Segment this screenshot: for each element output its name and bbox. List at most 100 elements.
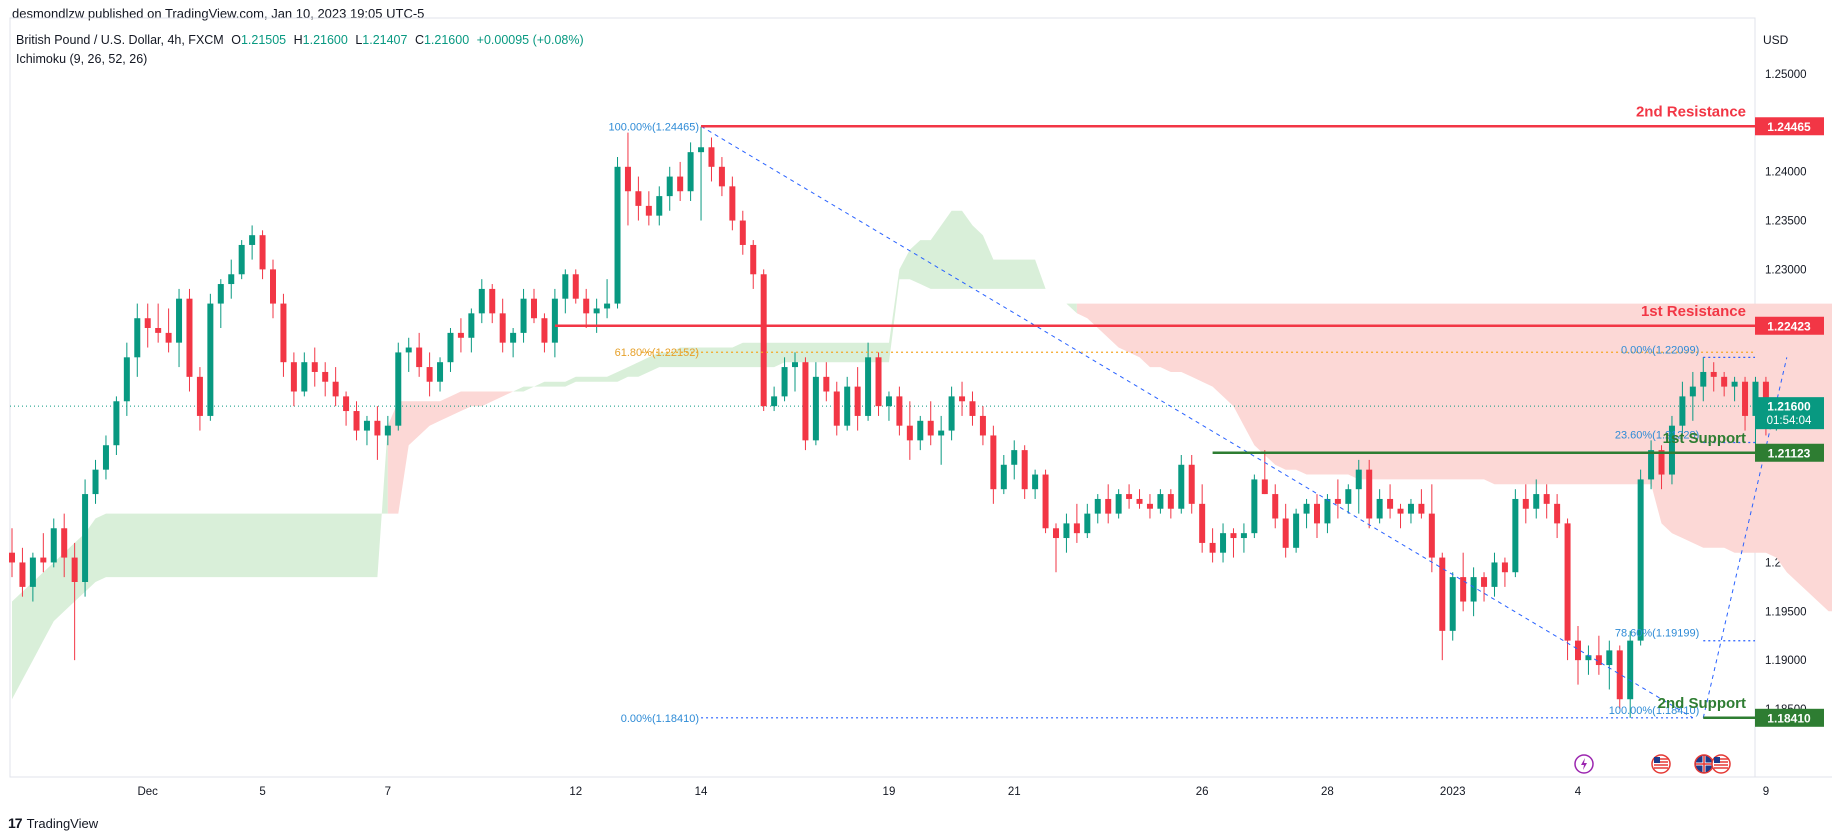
candle-down [259,235,266,270]
price-tag [1755,443,1824,462]
candle-down [1616,650,1623,700]
candle-up [656,196,663,216]
candle-down [1428,513,1435,558]
candle-up [437,362,444,382]
candle-up [134,318,141,358]
candle-up [228,274,235,285]
price-tag-label: 1.21123 [1768,446,1811,460]
x-tick-label: 12 [569,786,582,798]
flag-canton [1654,757,1660,763]
candle-down [572,274,579,299]
candle-down [906,425,913,441]
candle-up [1157,494,1164,509]
candle-down [311,362,318,372]
ichimoku-cloud-bullish [12,425,388,700]
candle-up [1668,425,1675,475]
fib-level-label: 61.80%(1.22152) [615,347,699,359]
x-tick-label: 9 [1763,786,1769,798]
candle-down [19,562,26,587]
candle-up [666,176,673,197]
candle-up [1637,479,1644,641]
candle-down [1481,577,1488,587]
candle-up [384,425,391,436]
x-tick-label: 5 [259,786,265,798]
candle-down [489,288,496,314]
candle-down [280,303,287,363]
candle-up [1000,464,1007,490]
candle-down [645,205,652,216]
candle-up [1606,650,1613,666]
candle-down [1522,498,1529,509]
candle-up [1178,464,1185,509]
fib-trend-line [1702,357,1788,718]
candle-down [1199,503,1206,543]
price-tag [1755,117,1824,136]
candle-down [71,557,78,582]
candle-up [1679,396,1686,426]
y-tick-label: 1.25000 [1765,69,1807,81]
candle-up [1376,498,1383,519]
candle-down [1397,508,1404,514]
candle-down [1554,503,1561,524]
last-price-tag [1755,397,1824,430]
x-tick-label: 7 [385,786,391,798]
candle-up [520,298,527,333]
candle-down [165,332,172,343]
candle-down [823,376,830,392]
candle-up [50,528,57,563]
candle-down [1021,450,1028,490]
candle-up [1084,513,1091,534]
y-tick-label: 1.19000 [1765,655,1807,667]
price-tag-label: 1.18410 [1767,711,1811,725]
fib-level-label: 0.00%(1.18410) [621,713,699,725]
candle-up [1700,371,1707,387]
candle-down [144,318,151,328]
candle-down [40,557,47,563]
candle-up [1470,577,1477,602]
footer-brand[interactable]: 17 TradingView [8,815,98,831]
candle-down [270,269,276,304]
resistance-label: 1st Resistance [1641,303,1746,320]
candle-down [1272,494,1279,519]
candle-down [1314,503,1320,524]
candle-down [416,347,423,368]
candle-down [1146,503,1153,509]
candle-down [541,318,548,343]
candle-down [290,362,297,392]
open-label: O [231,33,241,47]
candle-up [478,288,485,314]
candle-down [624,166,631,192]
indicator-legend[interactable]: Ichimoku (9, 26, 52, 26) [16,52,148,66]
candle-up [562,274,569,299]
candle-down [1418,503,1425,514]
candle-up [1032,474,1039,490]
x-tick-label: 28 [1321,786,1334,798]
candle-down [583,298,590,314]
candle-down [426,367,433,382]
candle-down [1042,474,1049,529]
candle-down [1105,498,1112,514]
x-tick-label: 4 [1575,786,1582,798]
candle-down [1658,450,1665,475]
fib-level-label: 78.60%(1.19199) [1615,628,1699,640]
candle-down [1230,533,1237,539]
ichimoku-cloud-bearish [387,391,514,514]
support-label: 2nd Support [1658,695,1746,712]
candle-up [938,430,945,436]
candle-up [885,396,892,407]
candle-down [677,176,684,192]
ichimoku-cloud-bearish [1076,303,1832,612]
candle-up [510,332,517,343]
candle-down [760,274,767,407]
candle-up [207,303,214,416]
candle-down [896,396,903,426]
low-label: L [355,33,363,47]
candle-up [395,352,402,426]
candle-up [1094,498,1101,514]
candle-up [614,166,621,304]
candle-up [844,386,851,426]
symbol-title[interactable]: British Pound / U.S. Dollar, 4h, FXCM [16,33,224,47]
candle-down [1053,528,1059,539]
ichimoku-cloud-bullish [513,210,1077,392]
